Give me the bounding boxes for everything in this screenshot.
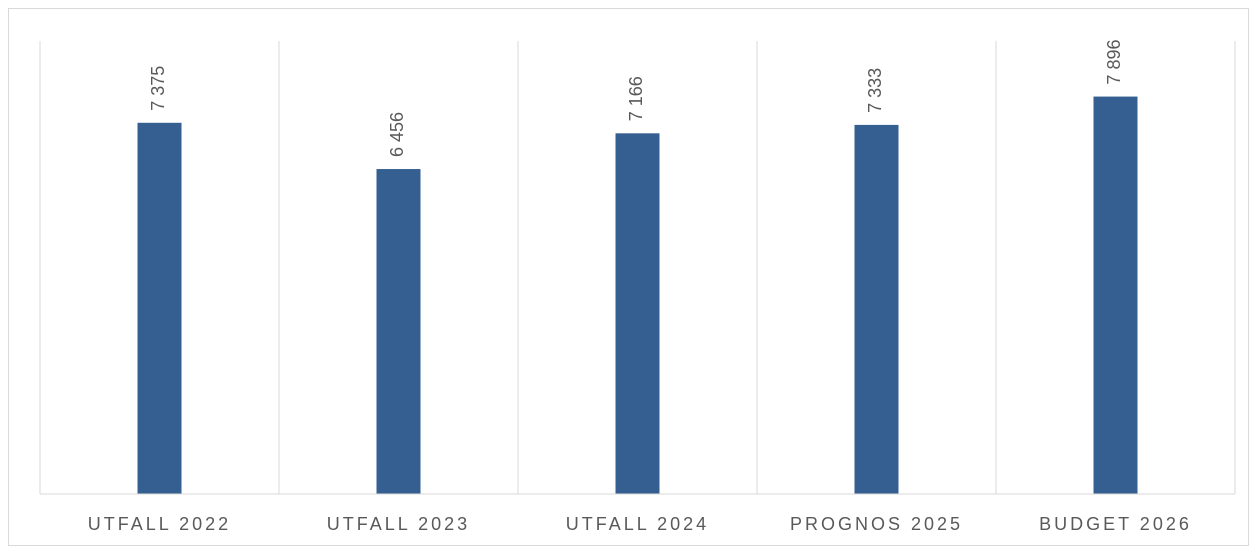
bar — [854, 124, 899, 494]
data-label: 7 166 — [626, 76, 646, 121]
bar — [376, 169, 421, 494]
x-tick-label: BUDGET 2026 — [1039, 514, 1192, 534]
data-label: 7 375 — [148, 66, 168, 111]
data-label: 7 896 — [1104, 40, 1124, 85]
x-tick-label: UTFALL 2022 — [88, 514, 231, 534]
x-tick-label: UTFALL 2024 — [566, 514, 709, 534]
x-tick-label: UTFALL 2023 — [327, 514, 470, 534]
data-label: 6 456 — [387, 112, 407, 157]
x-tick-label: PROGNOS 2025 — [790, 514, 963, 534]
bar — [1093, 96, 1138, 495]
data-label: 7 333 — [865, 68, 885, 113]
bar — [615, 133, 660, 494]
bar — [137, 122, 182, 495]
